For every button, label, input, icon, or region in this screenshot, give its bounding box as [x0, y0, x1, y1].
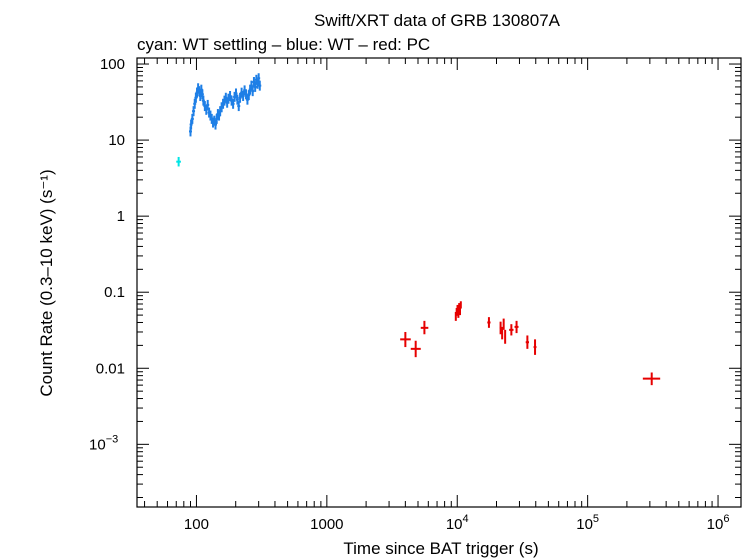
data-point: [237, 101, 241, 112]
data-point: [214, 119, 218, 130]
data-point: [258, 80, 262, 91]
x-tick-labels: 100 1000 104 105 106: [184, 513, 730, 533]
data-point: [190, 113, 194, 124]
data-point: [509, 324, 514, 336]
y-tick-label: 0.1: [104, 284, 125, 301]
data-points: [176, 73, 661, 386]
data-point: [257, 73, 261, 84]
x-tick-label: 100: [184, 516, 209, 533]
data-point: [235, 94, 239, 105]
x-tick-label: 106: [707, 513, 730, 533]
data-point: [400, 331, 411, 348]
y-tick-label: 1: [117, 208, 125, 225]
data-point: [200, 89, 204, 100]
data-point: [253, 81, 257, 92]
data-point: [206, 99, 210, 110]
plot-frame: [136, 57, 742, 508]
x-tick-label: 104: [446, 513, 469, 533]
data-point: [502, 318, 505, 330]
data-point: [410, 340, 421, 358]
data-point: [514, 320, 519, 334]
data-point: [193, 98, 197, 109]
data-point: [459, 301, 462, 309]
data-point: [499, 321, 502, 335]
data-point: [247, 90, 251, 101]
series-pc: [400, 301, 661, 386]
data-point: [256, 78, 260, 89]
y-axis-label: Count Rate (0.3–10 keV) (s⁻¹): [37, 169, 56, 396]
x-tick-label: 105: [576, 513, 599, 533]
data-point: [198, 90, 202, 101]
series-wt-settling: [176, 156, 181, 167]
data-point: [189, 119, 193, 130]
data-point: [251, 86, 255, 97]
data-point: [501, 326, 504, 340]
data-point: [642, 372, 661, 386]
data-point: [504, 329, 507, 344]
y-tick-label: 10: [108, 132, 125, 149]
data-point: [241, 90, 245, 101]
y-tick-labels: 100 10 1 0.1 0.01 10−3: [89, 56, 125, 453]
data-point: [249, 80, 253, 91]
data-point: [194, 92, 198, 103]
data-point: [525, 335, 529, 349]
y-tick-label: 10−3: [89, 433, 118, 453]
data-point: [176, 156, 181, 167]
data-point: [420, 320, 429, 335]
data-point: [201, 95, 205, 106]
data-point: [192, 106, 196, 117]
series-wt: [188, 73, 262, 137]
chart-title: Swift/XRT data of GRB 130807A: [314, 11, 561, 30]
data-point: [457, 309, 460, 318]
chart-subtitle: cyan: WT settling – blue: WT – red: PC: [137, 35, 430, 54]
data-point: [231, 98, 235, 109]
axis-ticks: [137, 58, 741, 507]
y-tick-label: 100: [100, 56, 125, 73]
data-point: [533, 339, 537, 355]
plot-area: 100 1000 104 105 106 100 10 1 0.1 0.01 10−3: [89, 56, 742, 533]
x-tick-label: 1000: [310, 516, 343, 533]
data-point: [238, 92, 242, 103]
y-tick-label: 0.01: [96, 360, 125, 377]
x-axis-label: Time since BAT trigger (s): [343, 539, 538, 558]
data-point: [244, 89, 248, 100]
data-point: [487, 317, 491, 328]
data-point: [234, 88, 238, 99]
